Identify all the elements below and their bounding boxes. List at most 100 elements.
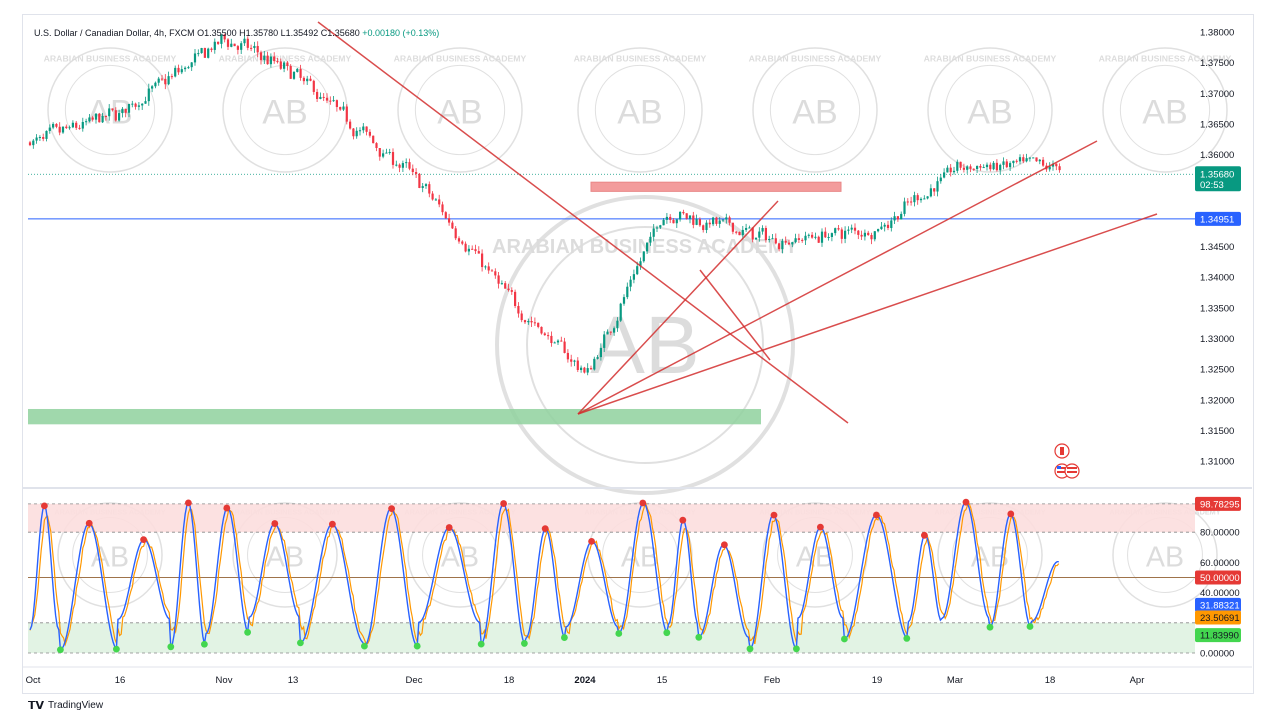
candle-body	[61, 126, 65, 133]
candle-body	[494, 271, 497, 276]
candle	[698, 217, 701, 227]
candle	[309, 75, 312, 82]
candle-body	[639, 261, 642, 267]
candle-body	[118, 113, 121, 121]
candle-body	[243, 38, 246, 44]
osc-peak-dot	[873, 511, 880, 519]
candle	[144, 96, 147, 104]
osc-trough-dot	[746, 645, 754, 653]
candle-body	[342, 106, 345, 110]
candle-body	[715, 217, 718, 224]
candle	[517, 302, 520, 318]
candle	[322, 93, 325, 102]
candle	[662, 217, 665, 226]
footer[interactable]: 𝗧𝗩 TradingView	[28, 699, 103, 712]
candle	[415, 168, 418, 178]
candle	[768, 235, 771, 243]
candle	[877, 228, 880, 233]
watermark-text: ARABIAN BUSINESS ACADEMY	[394, 54, 527, 64]
candle	[286, 60, 289, 71]
candle-body	[649, 236, 652, 243]
candle	[127, 103, 131, 118]
flags-layer[interactable]	[1054, 443, 1080, 479]
symbol-title[interactable]: U.S. Dollar / Canadian Dollar, 4h, FXCM	[34, 28, 195, 38]
trendline	[577, 200, 779, 415]
candle	[494, 268, 497, 279]
candle	[735, 230, 738, 235]
ohlc-values: O1.35500 H1.35780 L1.35492 C1.35680	[197, 28, 360, 38]
price-tick-label: 1.36500	[1200, 119, 1234, 130]
candle	[434, 197, 437, 201]
candle	[952, 166, 956, 175]
osc-peak-dot	[185, 499, 192, 507]
candle	[616, 317, 619, 332]
candle	[444, 211, 447, 219]
candle	[464, 241, 467, 253]
candle-body	[1055, 163, 1058, 167]
candle-body	[75, 122, 78, 128]
candle-body	[411, 168, 414, 173]
watermark-layer: AB ARABIAN BUSINESS ACADEMY AB ARABIAN BUSI…	[44, 47, 1232, 608]
candle-body	[847, 229, 850, 231]
candle-body	[880, 226, 883, 230]
osc-trough-dot	[413, 642, 421, 650]
candle-body	[167, 76, 170, 85]
candle	[682, 209, 685, 215]
osc-value-label: 31.88321	[1200, 600, 1240, 611]
price-tick-label: 1.32500	[1200, 365, 1234, 376]
osc-tick-label: 80.00000	[1200, 528, 1240, 539]
candle-body	[1009, 163, 1012, 168]
candle	[649, 232, 652, 246]
candle	[778, 243, 781, 252]
candle	[926, 196, 929, 200]
price-tick-label: 1.34500	[1200, 242, 1234, 253]
candle	[401, 160, 404, 173]
candle-body	[721, 219, 725, 221]
candle-body	[550, 335, 553, 344]
candle-body	[665, 216, 668, 220]
candle-body	[355, 130, 358, 137]
candle-body	[91, 117, 94, 120]
candle-body	[1015, 160, 1018, 162]
candle	[118, 109, 121, 122]
candle	[91, 115, 94, 122]
candle-body	[556, 340, 560, 343]
candle	[834, 227, 837, 236]
candle	[758, 227, 761, 242]
candle-body	[705, 222, 708, 231]
candle-body	[926, 196, 929, 199]
candle-body	[292, 71, 296, 79]
candle	[131, 100, 134, 108]
candle-body	[184, 67, 187, 70]
watermark-initials: AB	[262, 94, 307, 132]
candle-body	[94, 113, 98, 120]
candle	[487, 262, 490, 274]
osc-trough-dot	[57, 646, 64, 654]
candle	[801, 238, 804, 243]
candle	[642, 251, 645, 263]
candle-body	[141, 103, 144, 106]
candle	[147, 83, 150, 106]
candle	[913, 191, 916, 207]
candle	[847, 226, 850, 235]
axes-layer: 1.380001.375001.370001.365001.360001.355…	[22, 28, 1252, 686]
candle	[721, 219, 725, 223]
candle	[411, 164, 414, 176]
candle	[725, 213, 728, 224]
candle-body	[642, 251, 645, 262]
candle	[807, 233, 810, 239]
osc-tick-label: 60.00000	[1200, 558, 1240, 569]
candle-body	[451, 222, 454, 229]
candle-body	[867, 232, 870, 236]
candle-body	[718, 220, 721, 224]
candle-body	[197, 53, 200, 55]
candle-body	[431, 193, 434, 200]
candle	[236, 44, 239, 55]
oscillator-layer	[28, 498, 1195, 654]
candle	[207, 47, 210, 59]
candle	[547, 332, 550, 340]
candle	[114, 107, 117, 122]
candle-body	[273, 56, 276, 62]
candle	[702, 224, 705, 233]
